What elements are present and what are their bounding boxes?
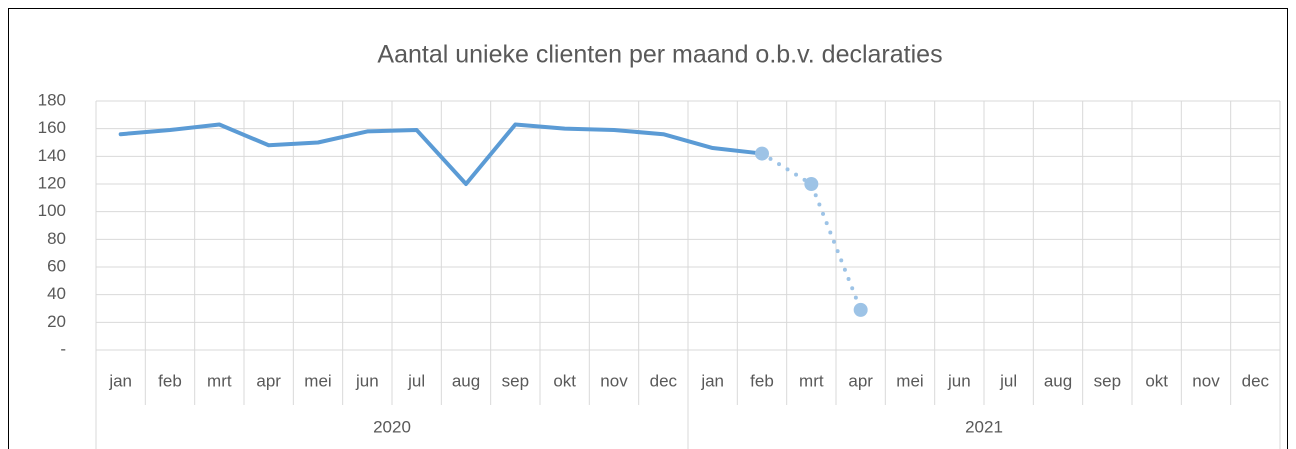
point-marker	[804, 177, 819, 191]
y-tick-label: 140	[38, 146, 66, 165]
x-tick-label: dec	[1242, 371, 1270, 390]
group-label: 2020	[373, 417, 411, 436]
x-tick-label: aug	[452, 371, 480, 390]
x-tick-label: jan	[700, 371, 724, 390]
x-tick-label: dec	[650, 371, 678, 390]
y-tick-label: 120	[38, 173, 66, 192]
x-tick-label: nov	[1192, 371, 1220, 390]
x-tick-label: okt	[553, 371, 576, 390]
x-tick-label: mrt	[799, 371, 824, 390]
x-tick-label: mrt	[207, 371, 232, 390]
x-tick-label: feb	[750, 371, 774, 390]
y-tick-label: 180	[38, 90, 66, 109]
x-tick-label: jul	[407, 371, 425, 390]
y-tick-label: 80	[47, 229, 66, 248]
y-tick-label: 60	[47, 256, 66, 275]
series-line	[118, 122, 764, 186]
chart-title: Aantal unieke clienten per maand o.b.v. …	[377, 41, 942, 69]
point-marker	[755, 146, 769, 161]
x-tick-label: mei	[896, 371, 923, 390]
x-tick-label: sep	[502, 371, 529, 390]
x-tick-label: jul	[999, 371, 1017, 390]
y-tick-label: 100	[38, 201, 66, 220]
point-marker	[853, 302, 868, 317]
x-tick-label: jun	[355, 371, 379, 390]
group-label: 2021	[965, 417, 1003, 436]
x-tick-label: sep	[1094, 371, 1121, 390]
x-tick-label: jun	[947, 371, 971, 390]
y-tick-label: 160	[38, 118, 66, 137]
x-tick-label: apr	[256, 371, 281, 390]
y-tick-label: 40	[47, 284, 66, 303]
x-tick-label: okt	[1145, 371, 1168, 390]
x-tick-label: mei	[304, 371, 331, 390]
x-tick-label: nov	[600, 371, 628, 390]
chart-border	[8, 8, 1288, 449]
x-tick-label: aug	[1044, 371, 1072, 390]
x-tick-label: jan	[108, 371, 132, 390]
x-tick-label: feb	[158, 371, 182, 390]
y-tick-label: -	[60, 339, 66, 358]
y-tick-label: 20	[47, 312, 66, 331]
series-line	[760, 151, 863, 312]
x-tick-label: apr	[848, 371, 873, 390]
